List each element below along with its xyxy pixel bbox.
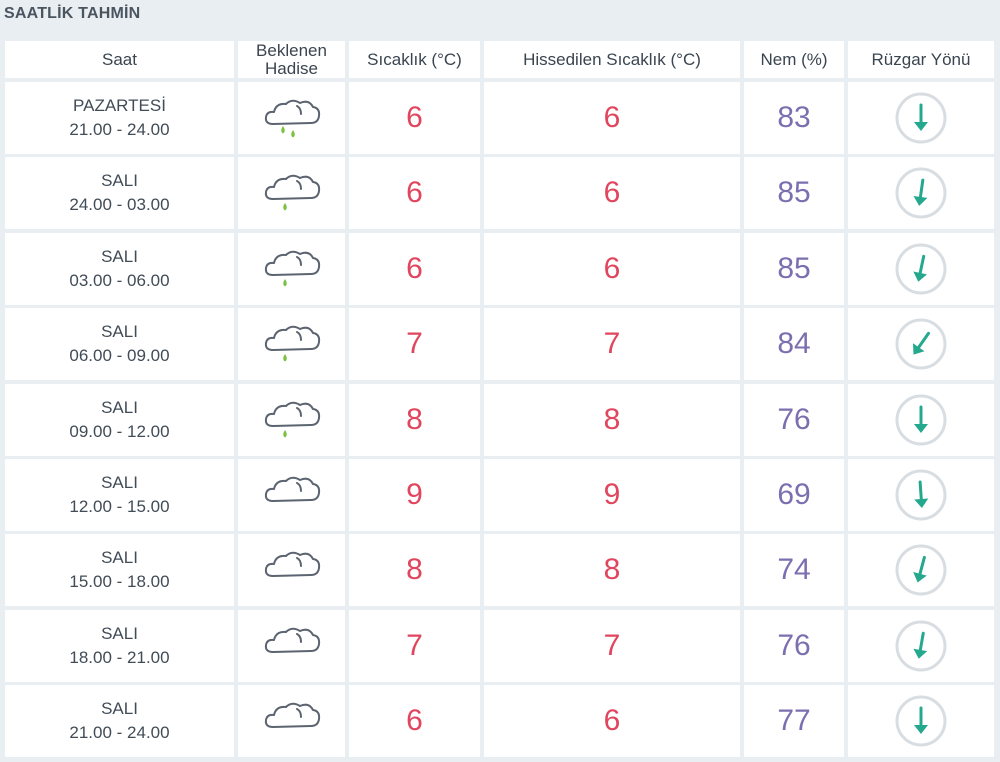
cloud-rain-icon [261, 320, 323, 368]
wind-direction-arrow-icon [894, 619, 948, 673]
nem-cell: 83 [744, 82, 844, 154]
time-range: 03.00 - 06.00 [69, 271, 170, 290]
cloud-icon [261, 471, 323, 519]
wind-direction-arrow-icon [894, 166, 948, 220]
header-nem: Nem (%) [744, 41, 844, 78]
wind-cell [848, 233, 994, 305]
wind-direction-arrow-icon [894, 543, 948, 597]
hissedilen-cell: 6 [484, 82, 740, 154]
wind-direction-arrow-icon [894, 317, 948, 371]
day-label: SALI [101, 473, 138, 492]
cloud-icon [261, 697, 323, 745]
cloud-icon [261, 622, 323, 670]
wind-direction-arrow-icon [894, 694, 948, 748]
day-label: SALI [101, 548, 138, 567]
hissedilen-cell: 8 [484, 534, 740, 606]
wind-direction-arrow-icon [894, 468, 948, 522]
day-label: SALI [101, 699, 138, 718]
wind-cell [848, 459, 994, 531]
cloud-icon [261, 546, 323, 594]
header-ruzgar-yonu: Rüzgar Yönü [848, 41, 994, 78]
time-cell: PAZARTESİ 21.00 - 24.00 [5, 82, 234, 154]
hissedilen-cell: 6 [484, 157, 740, 229]
sicaklik-cell: 8 [349, 534, 480, 606]
header-hadise-line1: Beklenen [256, 40, 327, 60]
time-range: 24.00 - 03.00 [69, 195, 170, 214]
wind-direction-arrow-icon [894, 91, 948, 145]
sicaklik-cell: 9 [349, 459, 480, 531]
nem-cell: 74 [744, 534, 844, 606]
hadise-cell [238, 459, 345, 531]
hissedilen-cell: 8 [484, 384, 740, 456]
sicaklik-cell: 8 [349, 384, 480, 456]
hadise-cell [238, 157, 345, 229]
cloud-rain-icon [261, 396, 323, 444]
header-sicaklik: Sıcaklık (°C) [349, 41, 480, 78]
time-cell: SALI 24.00 - 03.00 [5, 157, 234, 229]
day-label: PAZARTESİ [73, 96, 166, 115]
hadise-cell [238, 308, 345, 380]
wind-cell [848, 534, 994, 606]
hadise-cell [238, 610, 345, 682]
time-range: 15.00 - 18.00 [69, 572, 170, 591]
cloud-rain-icon [261, 245, 323, 293]
nem-cell: 77 [744, 685, 844, 757]
sicaklik-cell: 6 [349, 82, 480, 154]
section-title: SAATLİK TAHMİN [4, 5, 141, 22]
time-range: 18.00 - 21.00 [69, 648, 170, 667]
sicaklik-cell: 6 [349, 157, 480, 229]
time-range: 06.00 - 09.00 [69, 346, 170, 365]
time-cell: SALI 18.00 - 21.00 [5, 610, 234, 682]
time-cell: SALI 21.00 - 24.00 [5, 685, 234, 757]
time-cell: SALI 15.00 - 18.00 [5, 534, 234, 606]
hissedilen-cell: 9 [484, 459, 740, 531]
hadise-cell [238, 685, 345, 757]
header-saat: Saat [5, 41, 234, 78]
nem-cell: 85 [744, 233, 844, 305]
day-label: SALI [101, 398, 138, 417]
header-hadise-line2: Hadise [265, 58, 318, 78]
sicaklik-cell: 6 [349, 685, 480, 757]
time-cell: SALI 12.00 - 15.00 [5, 459, 234, 531]
time-range: 09.00 - 12.00 [69, 422, 170, 441]
header-hissedilen-sicaklik: Hissedilen Sıcaklık (°C) [484, 41, 740, 78]
time-range: 12.00 - 15.00 [69, 497, 170, 516]
hissedilen-cell: 7 [484, 308, 740, 380]
hissedilen-cell: 7 [484, 610, 740, 682]
wind-cell [848, 685, 994, 757]
sicaklik-cell: 7 [349, 308, 480, 380]
day-label: SALI [101, 171, 138, 190]
hissedilen-cell: 6 [484, 685, 740, 757]
wind-cell [848, 610, 994, 682]
wind-cell [848, 82, 994, 154]
wind-cell [848, 384, 994, 456]
wind-cell [848, 308, 994, 380]
sicaklik-cell: 7 [349, 610, 480, 682]
day-label: SALI [101, 322, 138, 341]
nem-cell: 76 [744, 384, 844, 456]
wind-cell [848, 157, 994, 229]
nem-cell: 76 [744, 610, 844, 682]
time-range: 21.00 - 24.00 [69, 723, 170, 742]
nem-cell: 84 [744, 308, 844, 380]
time-cell: SALI 06.00 - 09.00 [5, 308, 234, 380]
header-beklenen-hadise: Beklenen Hadise [238, 41, 345, 78]
time-range: 21.00 - 24.00 [69, 120, 170, 139]
nem-cell: 85 [744, 157, 844, 229]
hadise-cell [238, 534, 345, 606]
sicaklik-cell: 6 [349, 233, 480, 305]
hadise-cell [238, 233, 345, 305]
cloud-rain-icon [261, 169, 323, 217]
wind-direction-arrow-icon [894, 242, 948, 296]
hadise-cell [238, 82, 345, 154]
hadise-cell [238, 384, 345, 456]
hissedilen-cell: 6 [484, 233, 740, 305]
time-cell: SALI 03.00 - 06.00 [5, 233, 234, 305]
day-label: SALI [101, 247, 138, 266]
day-label: SALI [101, 624, 138, 643]
nem-cell: 69 [744, 459, 844, 531]
time-cell: SALI 09.00 - 12.00 [5, 384, 234, 456]
wind-direction-arrow-icon [894, 393, 948, 447]
cloud-rain-two-drops-icon [261, 94, 323, 142]
